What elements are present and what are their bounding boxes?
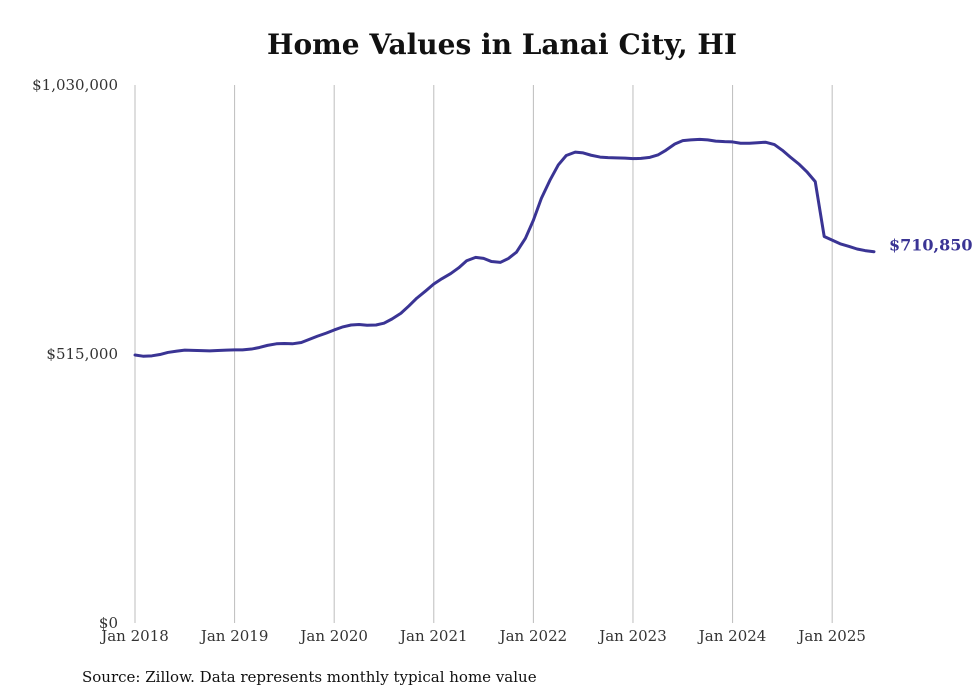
end-value-label: $710,850: [889, 236, 973, 255]
chart-title: Home Values in Lanai City, HI: [267, 28, 737, 61]
y-tick-label: $515,000: [46, 345, 118, 363]
source-note: Source: Zillow. Data represents monthly …: [82, 668, 537, 686]
x-axis-tick-labels: Jan 2018 Jan 2019 Jan 2020 Jan 2021 Jan 2022…: [99, 627, 866, 645]
y-tick-label: $1,030,000: [32, 76, 118, 94]
x-tick-label: Jan 2023: [597, 627, 667, 645]
x-tick-label: Jan 2024: [697, 627, 767, 645]
gridlines: [134, 85, 833, 623]
y-tick-label: $0: [99, 614, 118, 632]
x-tick-label: Jan 2022: [498, 627, 568, 645]
x-tick-label: Jan 2021: [398, 627, 468, 645]
x-tick-label: Jan 2018: [99, 627, 169, 645]
series-line-home-value: [133, 137, 876, 358]
x-tick-label: Jan 2020: [298, 627, 368, 645]
x-tick-label: Jan 2019: [199, 627, 269, 645]
y-axis-tick-labels: $0 $515,000 $1,030,000: [32, 76, 118, 632]
x-tick-label: Jan 2025: [796, 627, 866, 645]
